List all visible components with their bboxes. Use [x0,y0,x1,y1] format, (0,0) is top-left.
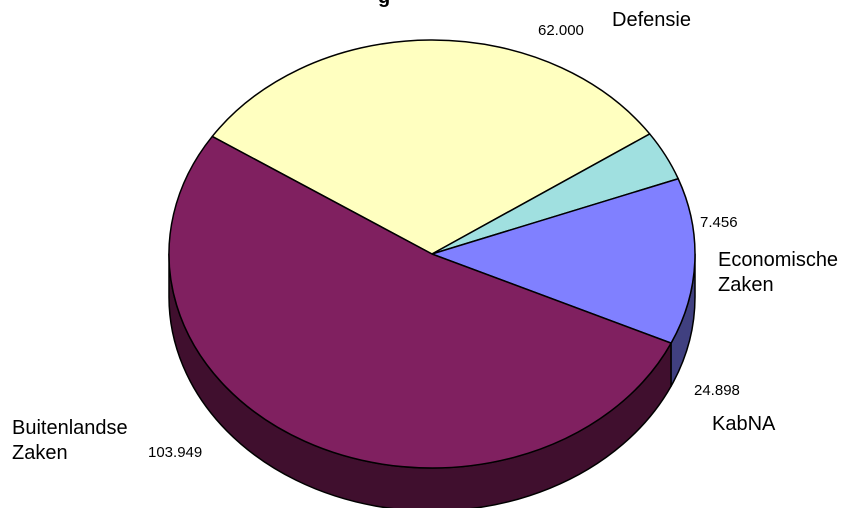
pie-top [168,39,696,469]
value-economische-zaken: 7.456 [700,214,738,231]
label-kabna: KabNA [712,413,776,435]
value-kabna: 24.898 [694,382,740,399]
value-buitenlandse-zaken: 103.949 [148,444,203,461]
slice-kabna [431,178,696,344]
label-economische-zaken: Economische Zaken [718,249,839,296]
slice-buitenlandse-zaken [168,135,672,469]
title-fragment: g [378,0,390,9]
label-buitenlandse-zaken: Buitenlandse Zaken [12,417,128,464]
value-defensie: 62.000 [538,22,584,39]
label-defensie: Defensie [612,9,691,31]
slice-defensie [211,39,651,255]
